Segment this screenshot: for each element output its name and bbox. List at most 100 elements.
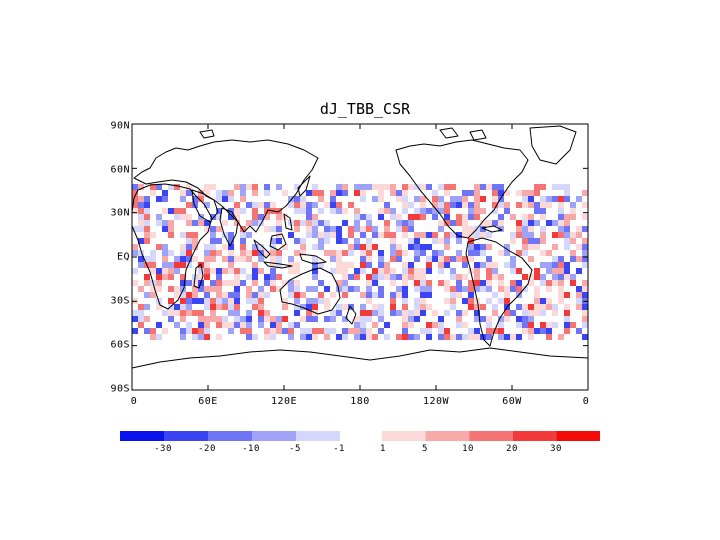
anomaly-cell [414,280,420,286]
anomaly-cell [144,202,150,208]
anomaly-cell [234,292,240,298]
anomaly-cell [204,190,210,196]
coast-japan [297,175,311,197]
anomaly-cell [570,250,576,256]
anomaly-cell [312,220,318,226]
anomaly-cell [390,184,396,190]
anomaly-cell [474,316,480,322]
anomaly-cell [576,196,582,202]
anomaly-cell [540,328,546,334]
anomaly-cell [312,184,318,190]
anomaly-cell [192,256,198,262]
anomaly-cell [156,268,162,274]
anomaly-cell [372,334,378,340]
anomaly-cell [192,328,198,334]
anomaly-cell [264,328,270,334]
anomaly-cell [270,250,276,256]
anomaly-cell [306,298,312,304]
anomaly-cell [354,286,360,292]
anomaly-cell [402,316,408,322]
anomaly-cell [498,280,504,286]
anomaly-cell [450,304,456,310]
anomaly-cell [522,328,528,334]
anomaly-cell [276,262,282,268]
anomaly-cell [294,250,300,256]
anomaly-cell [456,292,462,298]
anomaly-cell [402,196,408,202]
anomaly-cell [486,256,492,262]
anomaly-cell [210,256,216,262]
anomaly-cell [216,316,222,322]
anomaly-cell [414,334,420,340]
anomaly-cell [384,220,390,226]
anomaly-cell [186,328,192,334]
anomaly-cell [474,184,480,190]
anomaly-cell [420,250,426,256]
anomaly-cell [468,190,474,196]
anomaly-cell [228,208,234,214]
anomaly-cell [546,334,552,340]
anomaly-cell [546,322,552,328]
anomaly-cell [252,298,258,304]
x-tick-label-0: 0 [130,396,138,407]
anomaly-cell [204,334,210,340]
anomaly-cell [222,280,228,286]
anomaly-cell [342,328,348,334]
anomaly-cell [246,220,252,226]
anomaly-cell [396,220,402,226]
anomaly-cell [216,196,222,202]
anomaly-cell [576,244,582,250]
anomaly-cell [582,262,588,268]
anomaly-cell [252,184,258,190]
anomaly-cell [540,208,546,214]
anomaly-cell [186,238,192,244]
anomaly-cell [180,256,186,262]
x-tick-marks [131,124,589,390]
anomaly-cell [318,238,324,244]
anomaly-cell [522,226,528,232]
anomaly-cell [324,286,330,292]
anomaly-cell [540,262,546,268]
anomaly-cell [360,232,366,238]
anomaly-cell [438,256,444,262]
anomaly-cell [534,286,540,292]
anomaly-cell [156,196,162,202]
anomaly-cell [486,220,492,226]
anomaly-cell [270,316,276,322]
anomaly-cell [456,280,462,286]
anomaly-cell [216,334,222,340]
anomaly-cell [198,316,204,322]
anomaly-cell [330,250,336,256]
anomaly-cell [234,202,240,208]
anomaly-cell [564,232,570,238]
anomaly-cell [510,214,516,220]
anomaly-cell [216,304,222,310]
anomaly-cell [180,232,186,238]
anomaly-cell [240,268,246,274]
anomaly-cell [438,316,444,322]
anomaly-cell [342,280,348,286]
anomaly-cell [318,220,324,226]
anomaly-cell [222,244,228,250]
anomaly-cell [552,280,558,286]
anomaly-cell [486,262,492,268]
anomaly-cell [396,310,402,316]
anomaly-cell [258,304,264,310]
anomaly-cell [156,286,162,292]
anomaly-cell [192,244,198,250]
anomaly-cell [300,316,306,322]
anomaly-cell [300,208,306,214]
anomaly-cell [156,214,162,220]
anomaly-cell [582,202,588,208]
anomaly-cell [270,238,276,244]
anomaly-cell [564,316,570,322]
anomaly-cell [294,286,300,292]
anomaly-cell [150,184,156,190]
anomaly-cell [432,208,438,214]
anomaly-cell [192,196,198,202]
anomaly-cell [462,232,468,238]
anomaly-cell [390,292,396,298]
anomaly-cell [552,244,558,250]
anomaly-cell [252,250,258,256]
anomaly-cell [258,292,264,298]
